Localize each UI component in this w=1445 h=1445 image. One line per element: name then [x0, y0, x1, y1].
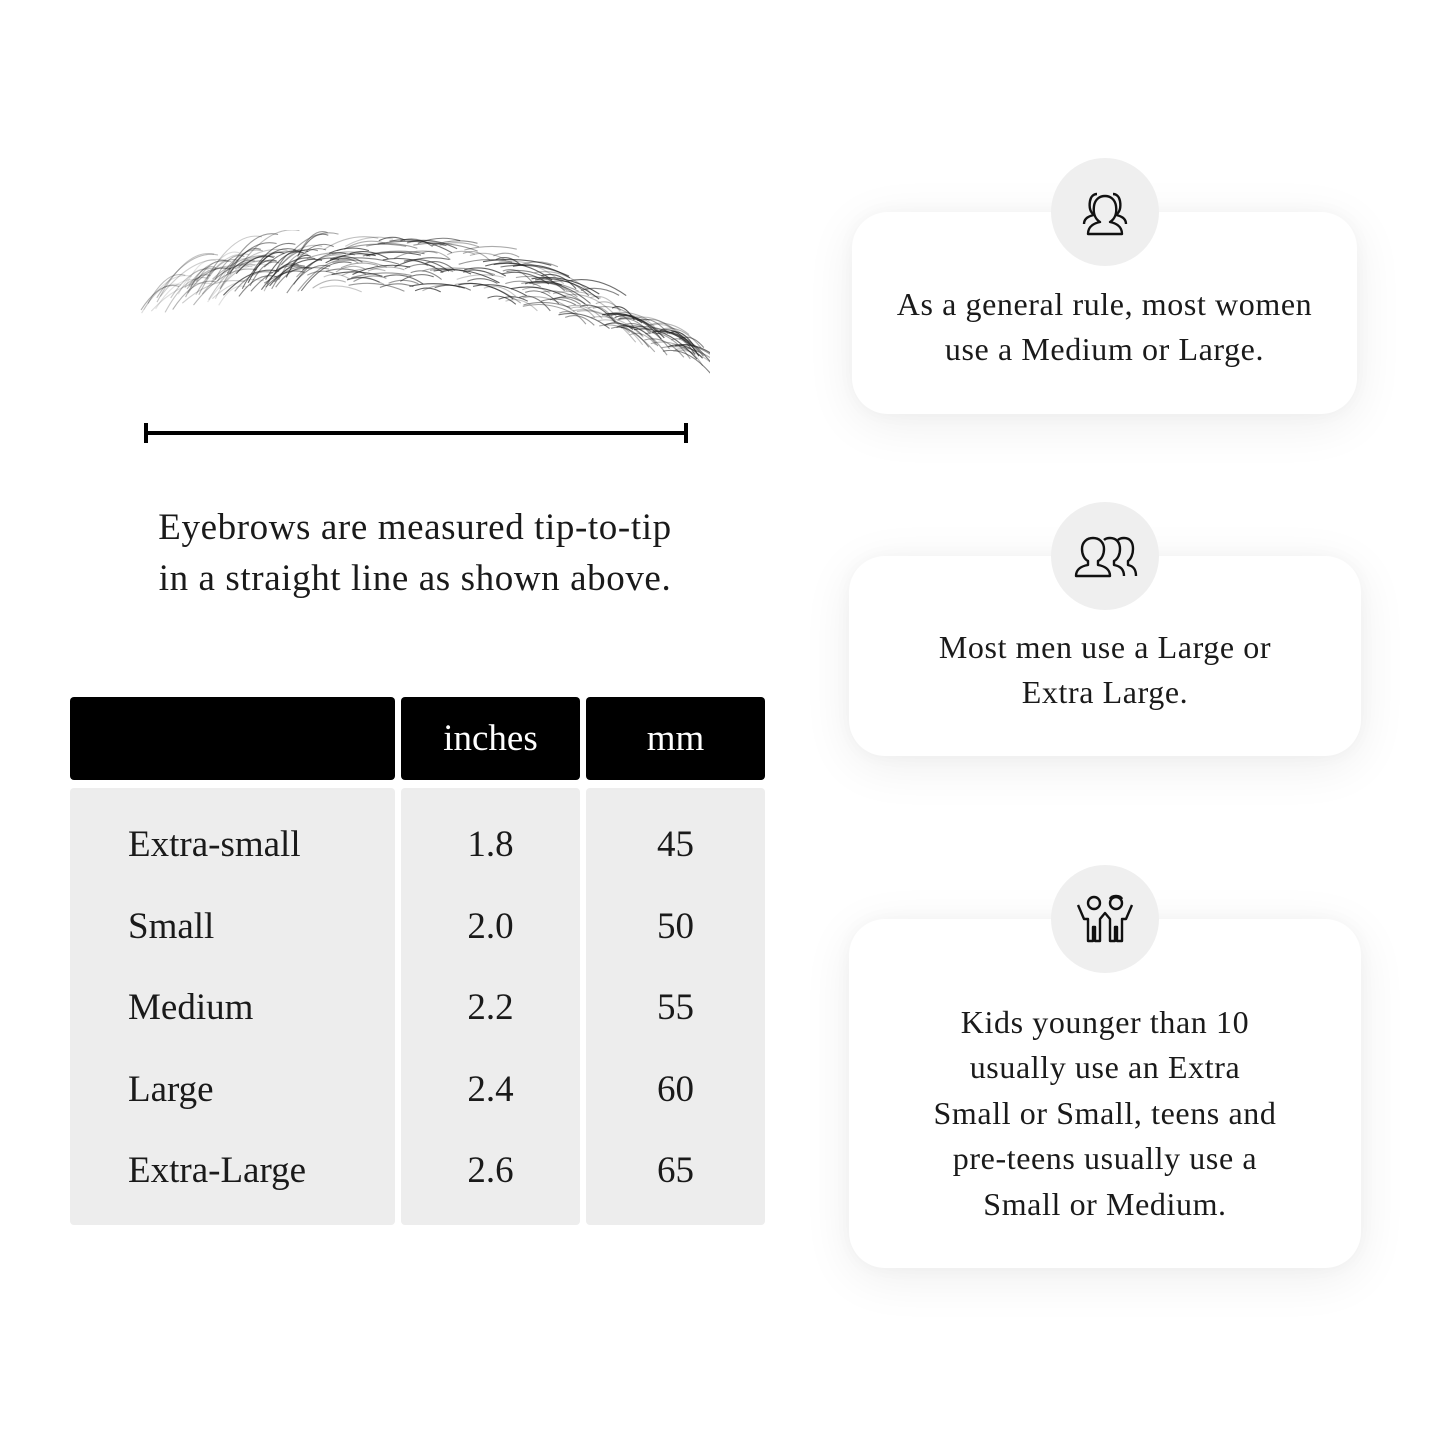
info-card-line: pre-teens usually use a: [952, 1140, 1258, 1177]
info-card-line: Kids younger than 10: [960, 1003, 1250, 1040]
cell-inches: 2.2: [467, 987, 514, 1028]
cell-size: Small: [128, 905, 215, 947]
info-card-text: Most men use a Large or Extra Large.: [939, 625, 1271, 716]
info-card-line: As a general rule, most women: [896, 285, 1313, 322]
cell-inches: 2.4: [467, 1068, 514, 1110]
cell-size: Extra-Large: [128, 1150, 307, 1191]
caption-line: Eyebrows are measured tip-to-tip: [158, 507, 672, 548]
header-size: [70, 697, 395, 780]
cell-mm: 50: [657, 905, 694, 947]
cell-mm: 55: [657, 987, 694, 1028]
men-group-icon: [1051, 502, 1159, 610]
cell-inches: 2.6: [467, 1150, 514, 1191]
eyebrow-illustration: [140, 230, 710, 374]
header-inches: inches: [401, 697, 580, 780]
cell-size: Medium: [128, 987, 254, 1028]
cell-mm: 45: [657, 824, 694, 865]
info-card-line: usually use an Extra: [969, 1049, 1241, 1086]
cell-size: Extra-small: [128, 824, 301, 865]
inches-column: [401, 788, 580, 1225]
cell-inches: 1.8: [467, 824, 514, 865]
info-card-text: As a general rule, most women use a Mediu…: [897, 282, 1313, 373]
cell-inches: 2.0: [467, 905, 514, 947]
header-mm: mm: [586, 697, 765, 780]
info-card-line: Small or Medium.: [983, 1185, 1227, 1222]
info-card-line: Small or Small, teens and: [933, 1094, 1277, 1131]
info-card-line: Extra Large.: [1021, 674, 1189, 710]
info-card: Kids younger than 10 usually use an Extra…: [849, 919, 1361, 1268]
caption-line: in a straight line as shown above.: [158, 558, 672, 599]
mm-column: [586, 788, 765, 1225]
size-column: [70, 788, 395, 1225]
women-group-icon: [1051, 158, 1159, 266]
info-card-line: Most men use a Large or: [938, 628, 1272, 665]
cell-mm: 65: [657, 1150, 694, 1191]
kids-icon: [1051, 865, 1159, 973]
cell-size: Large: [128, 1068, 214, 1110]
measurement-caption: Eyebrows are measured tip-to-tip in a st…: [100, 502, 730, 604]
info-card-line: use a Medium or Large.: [944, 331, 1265, 367]
cell-mm: 60: [657, 1068, 694, 1110]
measurement-line: [144, 423, 688, 443]
info-card-text: Kids younger than 10 usually use an Extra…: [934, 1000, 1277, 1228]
